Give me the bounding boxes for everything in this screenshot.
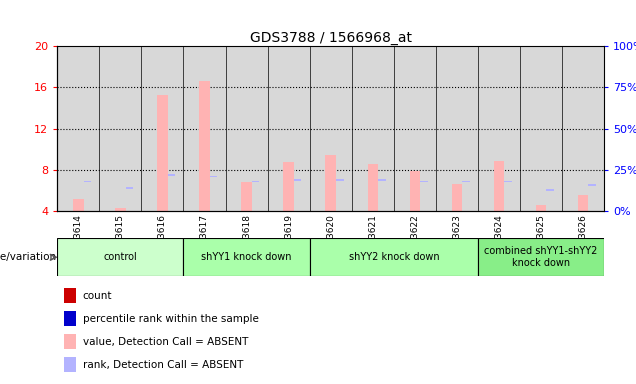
Bar (378, 179, 385, 181)
Text: percentile rank within the sample: percentile rank within the sample (83, 314, 259, 324)
Title: GDS3788 / 1566968_at: GDS3788 / 1566968_at (250, 31, 411, 45)
Bar (478, 238, 604, 276)
Bar (368, 164, 378, 211)
Text: shYY1 knock down: shYY1 knock down (202, 252, 292, 262)
Text: rank, Detection Call = ABSENT: rank, Detection Call = ABSENT (83, 360, 243, 370)
Bar (57, 238, 183, 276)
Bar (168, 174, 176, 176)
Text: shYY2 knock down: shYY2 knock down (349, 252, 439, 262)
Bar (462, 180, 470, 182)
Bar (115, 208, 125, 211)
Bar (494, 161, 504, 211)
Bar (241, 182, 252, 211)
Bar (578, 195, 588, 211)
Bar (452, 184, 462, 211)
Bar (210, 175, 218, 177)
Bar (546, 189, 554, 191)
Bar (310, 238, 478, 276)
Text: value, Detection Call = ABSENT: value, Detection Call = ABSENT (83, 337, 248, 347)
Bar (199, 81, 210, 211)
Bar (83, 180, 91, 182)
Bar (73, 199, 83, 211)
Bar (252, 180, 259, 182)
Bar (157, 94, 168, 211)
Bar (294, 179, 301, 181)
Bar (284, 162, 294, 211)
Bar (588, 184, 596, 186)
Bar (410, 171, 420, 211)
Text: count: count (83, 291, 112, 301)
Text: control: control (104, 252, 137, 262)
Bar (420, 180, 427, 182)
Text: combined shYY1-shYY2
knock down: combined shYY1-shYY2 knock down (485, 247, 598, 268)
Text: genotype/variation: genotype/variation (0, 252, 57, 262)
Bar (125, 187, 133, 189)
Bar (336, 179, 343, 181)
Bar (326, 156, 336, 211)
Bar (183, 238, 310, 276)
Bar (504, 180, 512, 182)
Bar (536, 205, 546, 211)
